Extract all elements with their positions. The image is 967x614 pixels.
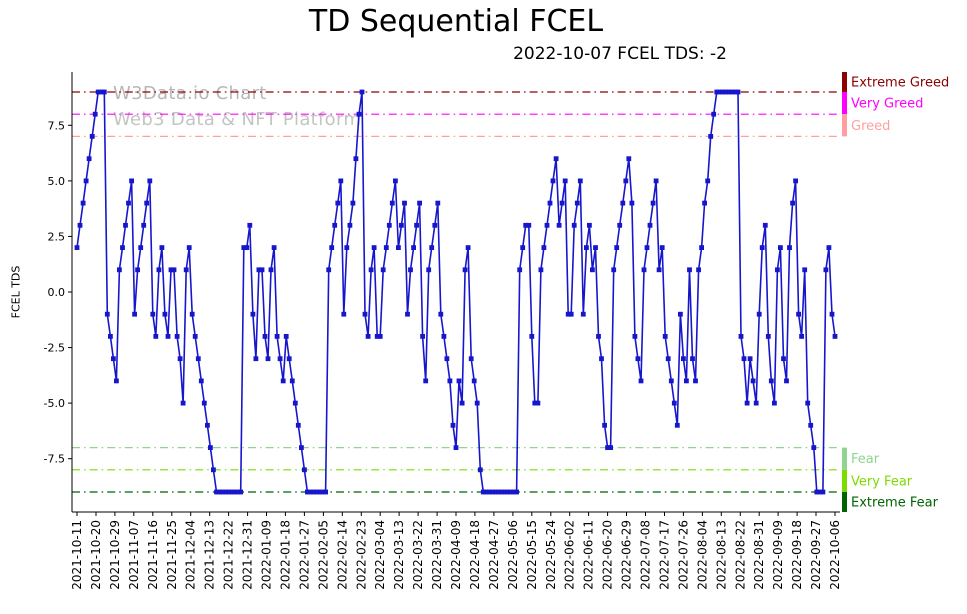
- chart-subtitle: 2022-10-07 FCEL TDS: -2: [513, 44, 727, 64]
- svg-text:2022-02-05: 2022-02-05: [316, 520, 330, 590]
- svg-text:-5.0: -5.0: [44, 397, 65, 410]
- svg-text:2021-11-07: 2021-11-07: [127, 520, 141, 590]
- series-line: [76, 91, 836, 493]
- svg-text:2022-07-08: 2022-07-08: [639, 520, 653, 590]
- svg-text:2021-10-11: 2021-10-11: [70, 520, 84, 590]
- svg-text:2021-12-22: 2021-12-22: [222, 520, 236, 590]
- svg-text:2022-03-31: 2022-03-31: [430, 520, 444, 590]
- svg-text:2022-09-09: 2022-09-09: [771, 520, 785, 590]
- svg-text:2022-02-14: 2022-02-14: [335, 520, 349, 590]
- svg-text:2022-03-04: 2022-03-04: [373, 520, 387, 590]
- svg-text:2021-11-16: 2021-11-16: [146, 520, 160, 590]
- svg-text:2022-07-17: 2022-07-17: [658, 520, 672, 590]
- threshold-band-fear: [842, 447, 847, 470]
- watermark-line2: Web3 Data & NFT Platform: [113, 109, 362, 130]
- y-axis-label: FCEL TDS: [9, 265, 23, 319]
- threshold-label-extreme-fear: Extreme Fear: [851, 496, 939, 511]
- svg-text:2022-01-09: 2022-01-09: [260, 520, 274, 590]
- x-tick-labels: 2021-10-11 2021-10-20 2021-10-29 2021-11-07…: [70, 512, 842, 590]
- svg-text:-7.5: -7.5: [44, 453, 65, 466]
- svg-text:2022-03-13: 2022-03-13: [392, 520, 406, 590]
- threshold-band-very-greed: [842, 92, 847, 115]
- chart-title: TD Sequential FCEL: [308, 4, 604, 39]
- svg-text:2022-08-22: 2022-08-22: [733, 520, 747, 590]
- svg-text:2021-12-31: 2021-12-31: [241, 520, 255, 590]
- svg-text:2022-05-06: 2022-05-06: [506, 520, 520, 590]
- svg-text:2021-10-20: 2021-10-20: [89, 520, 103, 590]
- svg-text:2022-09-18: 2022-09-18: [790, 520, 804, 590]
- svg-text:2022-10-06: 2022-10-06: [828, 520, 842, 590]
- svg-text:2022-04-27: 2022-04-27: [487, 520, 501, 590]
- svg-text:2022-06-20: 2022-06-20: [601, 520, 615, 590]
- svg-text:2022-03-22: 2022-03-22: [411, 520, 425, 590]
- svg-text:2022-02-23: 2022-02-23: [354, 520, 368, 590]
- svg-text:2022-09-27: 2022-09-27: [809, 520, 823, 590]
- watermark-line1: W3Data.io Chart: [113, 83, 267, 104]
- threshold-label-extreme-greed: Extreme Greed: [851, 76, 949, 91]
- svg-text:7.5: 7.5: [48, 119, 66, 132]
- svg-text:2021-10-29: 2021-10-29: [108, 520, 122, 590]
- svg-text:2022-04-09: 2022-04-09: [449, 520, 463, 590]
- svg-text:2022-05-24: 2022-05-24: [544, 520, 558, 590]
- svg-text:2022-04-18: 2022-04-18: [468, 520, 482, 590]
- svg-text:2022-01-27: 2022-01-27: [297, 520, 311, 590]
- threshold-label-very-fear: Very Fear: [851, 474, 913, 489]
- svg-text:0.0: 0.0: [48, 286, 66, 299]
- threshold-band-extreme-greed: [842, 72, 847, 92]
- threshold-label-greed: Greed: [851, 119, 890, 134]
- svg-text:2.5: 2.5: [48, 230, 66, 243]
- svg-text:2021-12-13: 2021-12-13: [203, 520, 217, 590]
- svg-text:2022-08-04: 2022-08-04: [695, 520, 709, 590]
- svg-text:2021-12-04: 2021-12-04: [184, 520, 198, 590]
- svg-text:2022-06-29: 2022-06-29: [620, 520, 634, 590]
- threshold-label-fear: Fear: [851, 452, 880, 467]
- svg-text:2022-06-11: 2022-06-11: [582, 520, 596, 590]
- threshold-band-extreme-fear: [842, 492, 847, 512]
- svg-text:2022-07-26: 2022-07-26: [676, 520, 690, 590]
- series-markers: [74, 89, 838, 495]
- threshold-label-very-greed: Very Greed: [851, 97, 923, 112]
- svg-text:2021-11-25: 2021-11-25: [165, 520, 179, 590]
- svg-text:2022-06-02: 2022-06-02: [563, 520, 577, 590]
- svg-text:2022-08-31: 2022-08-31: [752, 520, 766, 590]
- y-tick-labels: -7.5 -5.0 -2.5 0.0 2.5 5.0 7.5: [44, 119, 72, 466]
- svg-text:5.0: 5.0: [48, 175, 66, 188]
- threshold-band-very-fear: [842, 469, 847, 492]
- svg-text:2022-01-18: 2022-01-18: [278, 520, 292, 590]
- threshold-band-greed: [842, 114, 847, 137]
- svg-text:2022-05-15: 2022-05-15: [525, 520, 539, 590]
- svg-text:-2.5: -2.5: [44, 342, 65, 355]
- svg-text:2022-08-13: 2022-08-13: [714, 520, 728, 590]
